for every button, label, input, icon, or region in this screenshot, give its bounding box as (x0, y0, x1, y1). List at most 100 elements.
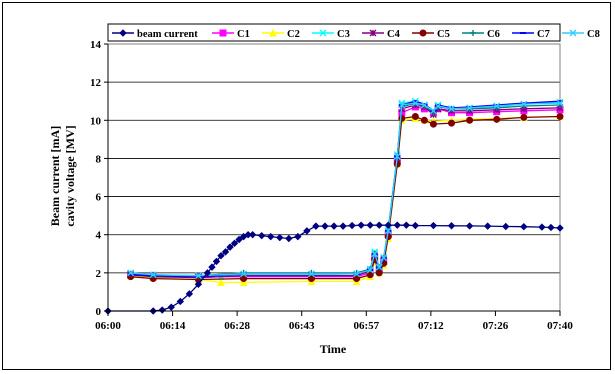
data-point-c5 (420, 116, 428, 124)
data-point-c8 (420, 101, 428, 109)
data-point-c8 (493, 102, 501, 110)
data-point-beam-current (217, 251, 225, 260)
data-point-c8 (380, 254, 388, 262)
legend-label-c1: C1 (237, 29, 250, 40)
data-point-beam-current (303, 227, 311, 235)
data-point-beam-current (167, 303, 175, 311)
legend: beam current C1 C2 C3 C4 C5 C6 C7 C8 (107, 23, 600, 42)
legend-label-c8: C8 (587, 29, 600, 40)
data-point-beam-current (465, 222, 474, 230)
chart-frame (2, 2, 611, 370)
data-point-beam-current (330, 222, 338, 230)
data-point-c8 (240, 270, 248, 278)
data-point-c2 (239, 278, 248, 286)
axes: 0 2 4 6 8 10 12 14 06:00 06:14 06:28 06:43 06:57 07:1… (90, 39, 573, 332)
y-axis-title-line2: cavity voltage [MV] (63, 125, 77, 226)
series-line-c6 (130, 102, 561, 277)
data-point-c8 (448, 105, 456, 113)
data-point-c8 (307, 270, 315, 278)
series-c1 (127, 103, 564, 281)
data-point-c8 (371, 250, 379, 258)
data-point-c8 (384, 227, 392, 235)
series-c6 (127, 100, 563, 279)
x-tick-label: 07:40 (547, 320, 573, 332)
x-tick-label: 07:26 (483, 320, 509, 332)
data-point-beam-current (357, 221, 365, 229)
legend-marker-c6 (470, 30, 476, 36)
y-tick-label: 6 (96, 192, 102, 204)
data-point-beam-current (556, 224, 564, 232)
data-point-c8 (149, 271, 157, 279)
legend-marker-c8 (569, 29, 577, 37)
plot-area-border (107, 43, 561, 312)
data-point-beam-current (285, 234, 293, 243)
legend-label-c3: C3 (337, 29, 350, 40)
series-line-beam-current (108, 224, 561, 312)
y-tick-label: 8 (96, 153, 102, 165)
data-point-c8 (127, 269, 135, 277)
series-c4 (127, 101, 564, 282)
series-c2 (126, 112, 564, 286)
y-axis-title-line1: Beam current [mA] (48, 126, 62, 226)
data-point-beam-current (208, 263, 216, 271)
data-point-beam-current (520, 222, 528, 231)
data-point-c5 (429, 120, 437, 128)
x-axis-title: Time (320, 342, 347, 356)
series-line-c7 (130, 100, 561, 278)
series-line-c5 (130, 115, 561, 281)
data-point-beam-current (384, 221, 392, 229)
data-point-beam-current (502, 222, 510, 231)
legend-marker-c2 (269, 28, 277, 37)
data-point-beam-current (276, 233, 284, 242)
data-point-beam-current (538, 223, 546, 231)
legend-label-c5: C5 (437, 29, 450, 40)
data-point-c5 (493, 115, 501, 123)
legend-label-beam-current: beam current (137, 29, 198, 40)
data-point-beam-current (429, 221, 438, 230)
x-tick-label: 06:00 (95, 320, 121, 332)
data-point-beam-current (185, 290, 194, 298)
data-point-beam-current (294, 232, 302, 241)
data-point-beam-current (267, 232, 275, 241)
data-point-c8 (411, 99, 419, 107)
y-tick-label: 12 (90, 77, 102, 89)
data-point-c5 (411, 112, 419, 120)
series-line-c8 (130, 102, 561, 277)
data-point-beam-current (312, 222, 320, 230)
legend-label-c6: C6 (487, 29, 500, 40)
y-tick-label: 4 (96, 230, 102, 242)
data-point-beam-current (230, 239, 239, 248)
data-point-beam-current (375, 221, 383, 229)
data-point-beam-current (402, 221, 411, 229)
y-tick-label: 10 (90, 115, 102, 127)
legend-label-c7: C7 (537, 29, 550, 40)
data-point-beam-current (176, 297, 185, 306)
data-point-c8 (398, 101, 406, 109)
series-line-c4 (130, 104, 561, 279)
gridlines (108, 43, 560, 274)
data-point-c5 (466, 116, 474, 124)
y-tick-label: 14 (90, 39, 102, 51)
data-point-beam-current (348, 221, 356, 230)
series-line-c1 (130, 106, 561, 278)
data-point-beam-current (483, 222, 492, 230)
data-point-c8 (520, 100, 528, 108)
data-point-c8 (556, 99, 564, 107)
data-point-c5 (448, 119, 456, 127)
data-point-c8 (393, 153, 401, 161)
series-line-c3 (130, 100, 561, 279)
data-point-c8 (353, 270, 361, 278)
series-beam-current (104, 221, 564, 315)
series-c5 (127, 112, 564, 284)
y-tick-label: 2 (96, 268, 102, 280)
data-point-beam-current (221, 248, 230, 256)
x-tick-label: 06:57 (353, 320, 379, 332)
series-c3 (127, 97, 564, 282)
data-point-beam-current (321, 222, 329, 230)
plot-area (107, 43, 561, 312)
data-point-beam-current (248, 231, 257, 239)
legend-marker-c5 (419, 29, 427, 37)
series-layer (104, 97, 564, 315)
data-point-c5 (375, 269, 383, 277)
